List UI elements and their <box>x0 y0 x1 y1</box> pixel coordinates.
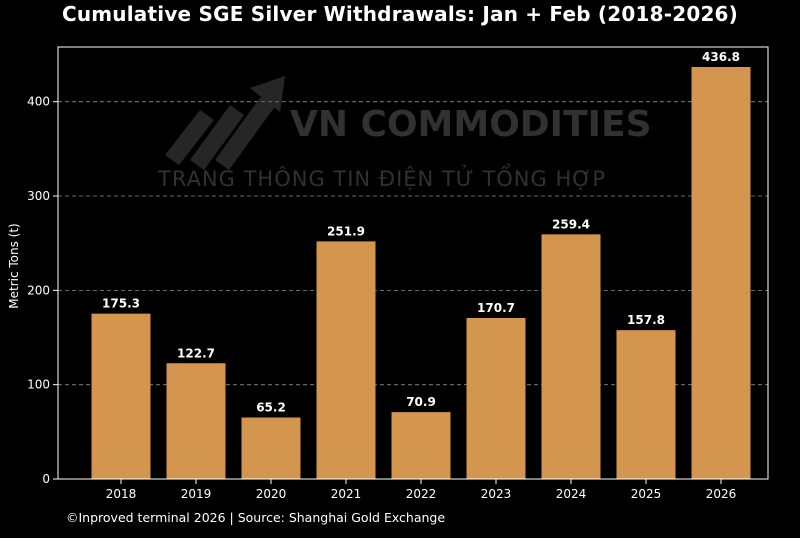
bar-value-label: 170.7 <box>477 301 515 315</box>
bar-2023 <box>466 317 526 479</box>
x-tick-label: 2019 <box>181 487 212 501</box>
bar-2022 <box>391 412 451 479</box>
watermark-logo-icon <box>165 76 285 170</box>
y-tick-label: 400 <box>27 95 50 109</box>
x-tick-label: 2025 <box>631 487 662 501</box>
y-tick-label: 300 <box>27 189 50 203</box>
bar-2025 <box>616 330 676 479</box>
x-tick-label: 2022 <box>406 487 437 501</box>
bar-2021 <box>316 241 376 479</box>
bar-value-labels: 175.3 122.7 65.2 251.9 70.9 170.7 259.4 157.8 43… <box>102 50 740 415</box>
bar-value-label: 251.9 <box>327 224 365 238</box>
source-footer: ©Inproved terminal 2026 | Source: Shangh… <box>66 510 446 525</box>
chart-title: Cumulative SGE Silver Withdrawals: Jan +… <box>61 2 739 26</box>
y-tick-label: 0 <box>42 472 50 486</box>
bar-value-label: 70.9 <box>406 395 436 409</box>
x-tick-label: 2020 <box>256 487 287 501</box>
x-tick-label: 2026 <box>706 487 737 501</box>
bar-value-label: 65.2 <box>256 401 286 415</box>
x-tick-label: 2021 <box>331 487 362 501</box>
bar-2018 <box>91 313 151 479</box>
bars <box>91 66 751 479</box>
bar-value-label: 175.3 <box>102 297 140 311</box>
x-tick-label: 2018 <box>106 487 137 501</box>
axes: 0 100 200 300 400 2018 2019 2020 2021 2022 2023 202… <box>27 46 769 501</box>
bar-2019 <box>166 363 226 479</box>
bar-value-label: 122.7 <box>177 346 215 360</box>
bar-2020 <box>241 417 301 479</box>
bar-value-label: 436.8 <box>702 50 740 64</box>
bar-value-label: 157.8 <box>627 313 665 327</box>
bar-value-label: 259.4 <box>552 217 590 231</box>
y-tick-label: 200 <box>27 283 50 297</box>
bar-2024 <box>541 234 601 479</box>
bar-2026 <box>691 66 751 479</box>
plot-frame <box>57 46 769 480</box>
x-tick-label: 2023 <box>481 487 512 501</box>
y-tick-label: 100 <box>27 378 50 392</box>
watermark-tagline: TRANG THÔNG TIN ĐIỆN TỬ TỔNG HỢP <box>157 163 606 191</box>
watermark: VN COMMODITIES TRANG THÔNG TIN ĐIỆN TỬ T… <box>157 76 652 191</box>
watermark-brand: VN COMMODITIES <box>290 104 652 145</box>
x-tick-label: 2024 <box>556 487 587 501</box>
